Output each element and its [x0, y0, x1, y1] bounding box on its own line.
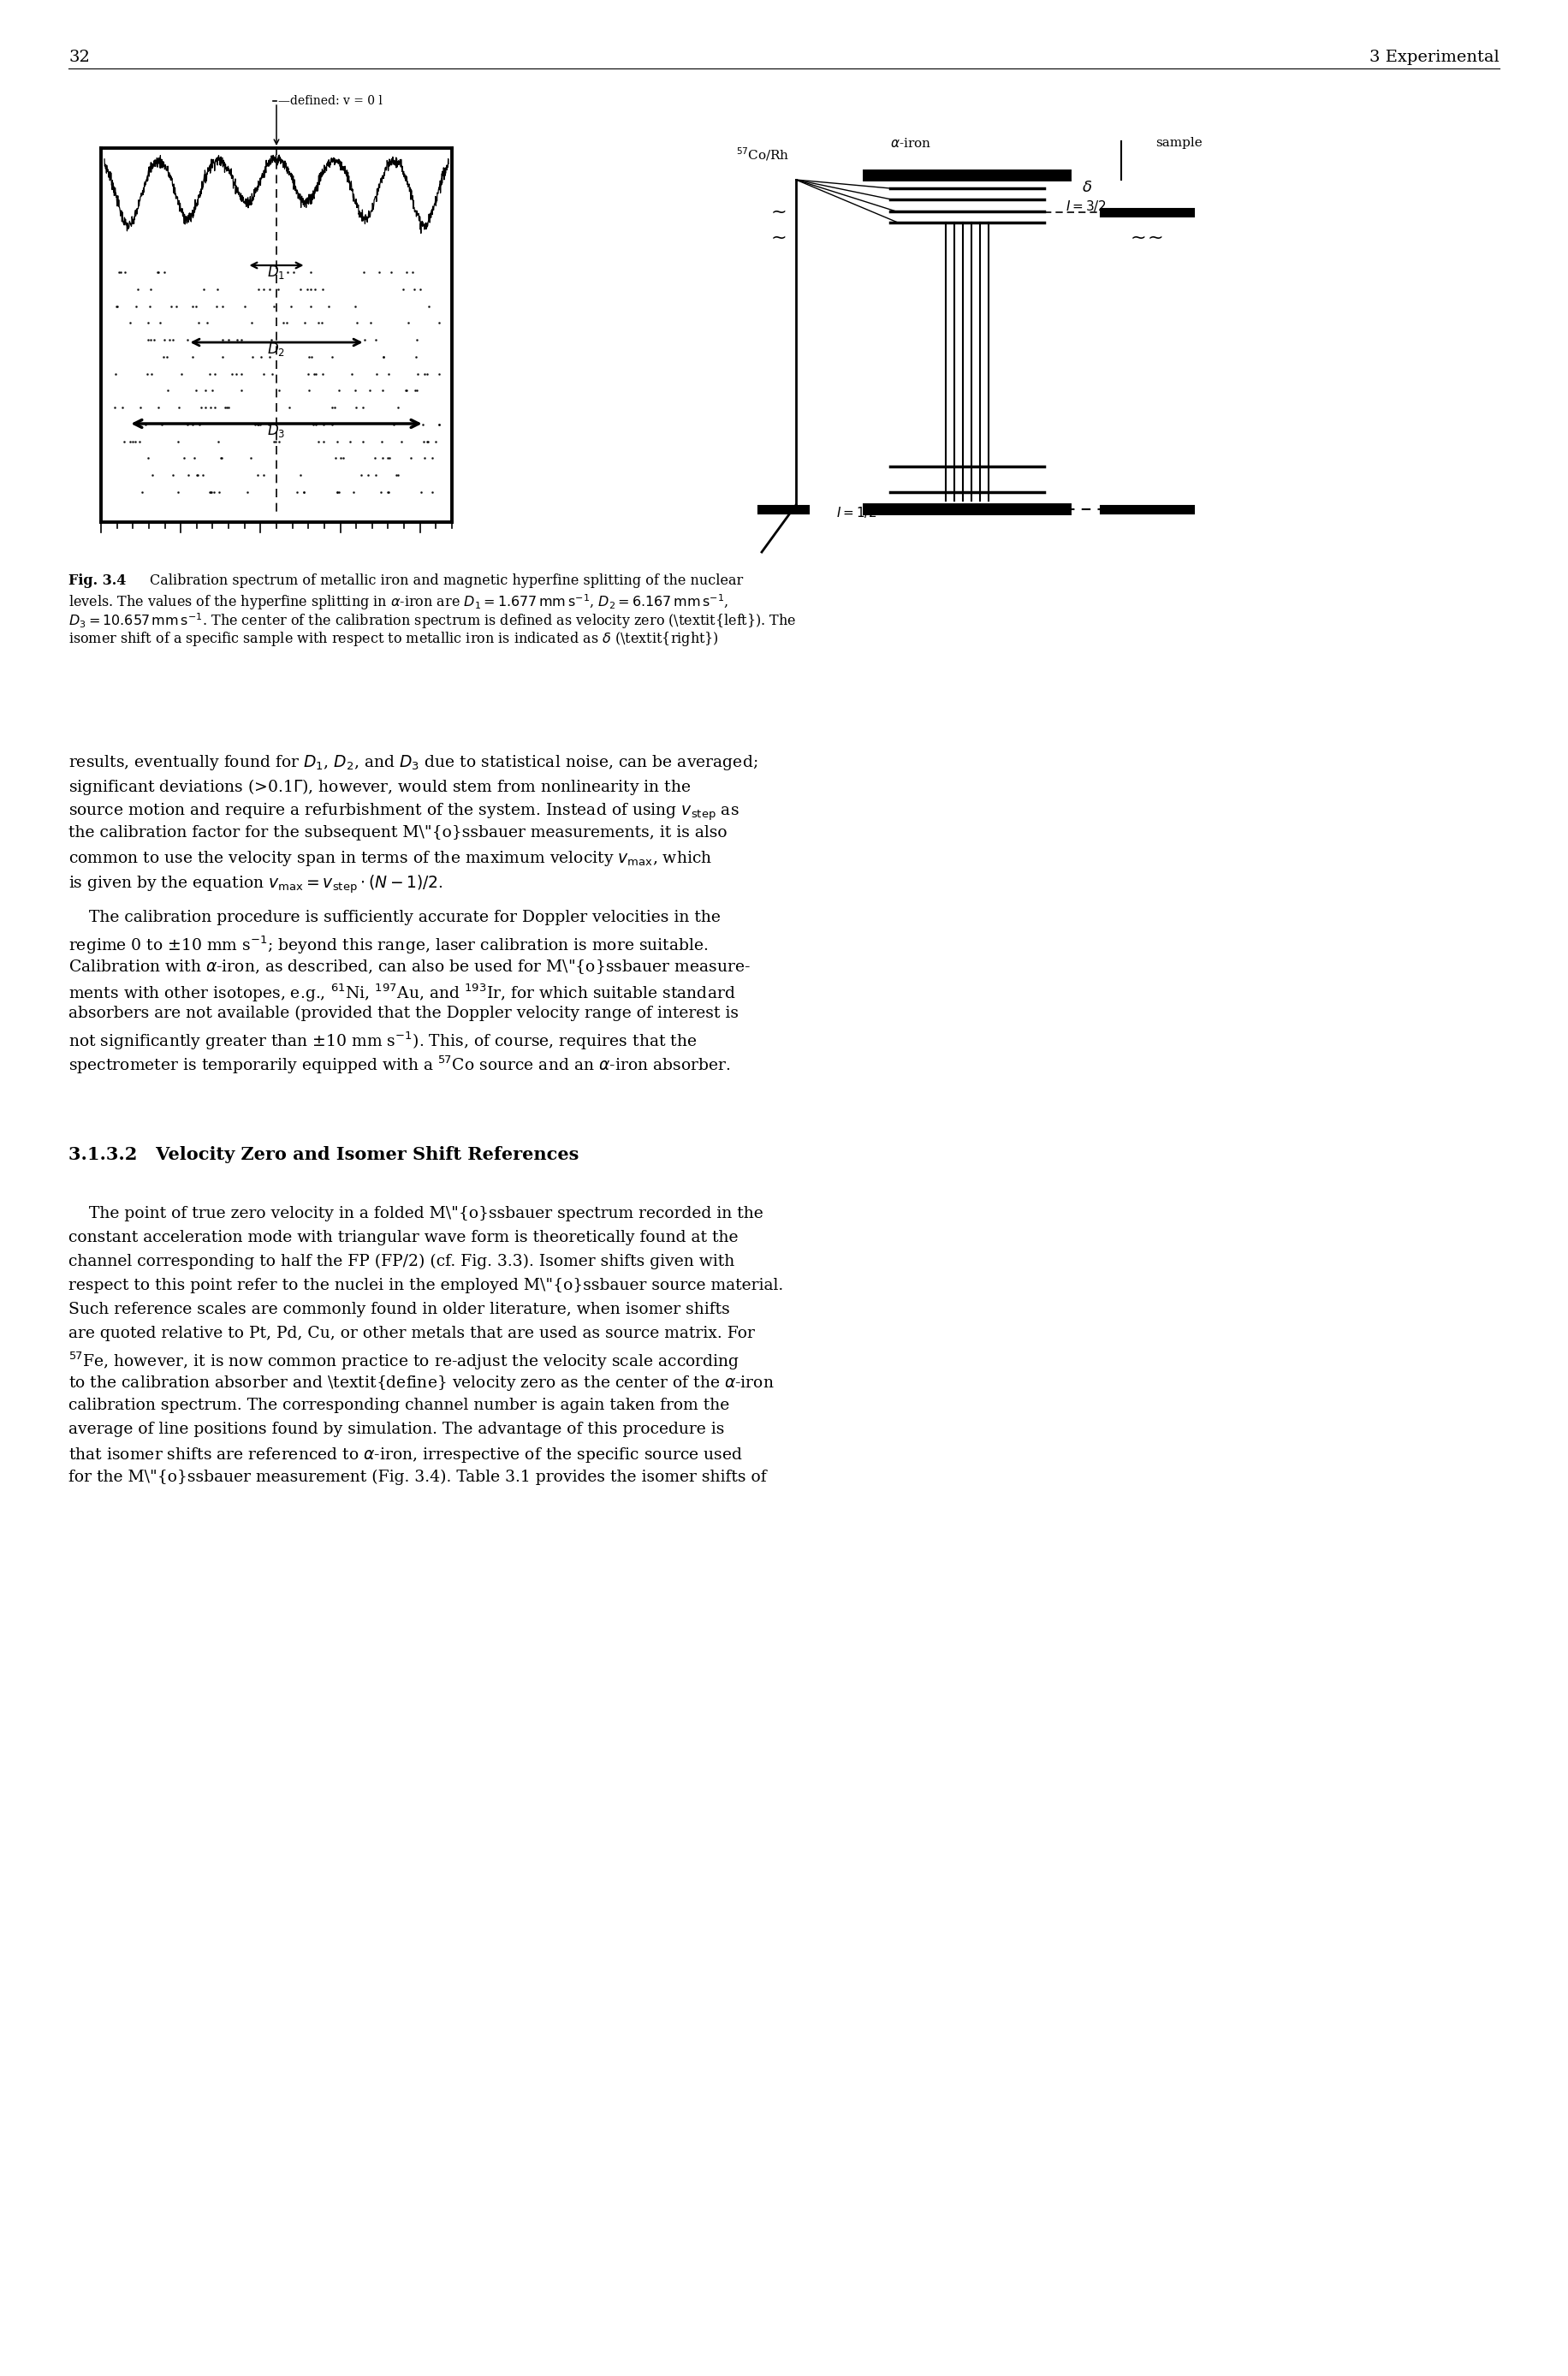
- Text: isomer shift of a specific sample with respect to metallic iron is indicated as : isomer shift of a specific sample with r…: [69, 630, 718, 649]
- Text: $^{57}$Co/Rh: $^{57}$Co/Rh: [735, 145, 789, 162]
- Text: ments with other isotopes, e.g., $^{61}$Ni, $^{197}$Au, and $^{193}$Ir, for whic: ments with other isotopes, e.g., $^{61}$…: [69, 981, 735, 1003]
- Text: —defined: v = 0 l: —defined: v = 0 l: [278, 95, 383, 107]
- Text: absorbers are not available (provided that the Doppler velocity range of interes: absorbers are not available (provided th…: [69, 1005, 739, 1022]
- Text: constant acceleration mode with triangular wave form is theoretically found at t: constant acceleration mode with triangul…: [69, 1231, 739, 1245]
- Text: Calibration spectrum of metallic iron and magnetic hyperfine splitting of the nu: Calibration spectrum of metallic iron an…: [151, 573, 743, 587]
- Text: spectrometer is temporarily equipped with a $^{57}$Co source and an $\alpha$-iro: spectrometer is temporarily equipped wit…: [69, 1053, 731, 1076]
- Text: $D_1$: $D_1$: [268, 264, 285, 280]
- Text: not significantly greater than $\pm$10 mm s$^{-1}$). This, of course, requires t: not significantly greater than $\pm$10 m…: [69, 1029, 698, 1053]
- Text: $I = 1/2$: $I = 1/2$: [836, 506, 877, 520]
- Text: ~: ~: [1131, 228, 1146, 247]
- Text: to the calibration absorber and \textit{define} velocity zero as the center of t: to the calibration absorber and \textit{…: [69, 1373, 775, 1392]
- Text: $\alpha$-iron: $\alpha$-iron: [891, 138, 931, 150]
- Text: that isomer shifts are referenced to $\alpha$-iron, irrespective of the specific: that isomer shifts are referenced to $\a…: [69, 1445, 743, 1464]
- Text: are quoted relative to Pt, Pd, Cu, or other metals that are used as source matri: are quoted relative to Pt, Pd, Cu, or ot…: [69, 1326, 754, 1340]
- Text: ~: ~: [771, 204, 787, 221]
- Text: $D_3 = 10.657\,\mathrm{mm\,s}^{-1}$. The center of the calibration spectrum is d: $D_3 = 10.657\,\mathrm{mm\,s}^{-1}$. The…: [69, 611, 797, 630]
- Text: the calibration factor for the subsequent M\"{o}ssbauer measurements, it is also: the calibration factor for the subsequen…: [69, 824, 728, 841]
- Text: Fig. 3.4: Fig. 3.4: [69, 573, 125, 587]
- Text: $I = 3/2$: $I = 3/2$: [1066, 197, 1107, 214]
- Text: ~: ~: [1148, 204, 1163, 221]
- Text: calibration spectrum. The corresponding channel number is again taken from the: calibration spectrum. The corresponding …: [69, 1397, 729, 1414]
- Text: ~: ~: [1148, 228, 1163, 247]
- Text: The calibration procedure is sufficiently accurate for Doppler velocities in the: The calibration procedure is sufficientl…: [69, 910, 721, 924]
- Text: Calibration with $\alpha$-iron, as described, can also be used for M\"{o}ssbauer: Calibration with $\alpha$-iron, as descr…: [69, 958, 751, 977]
- Text: $D_2$: $D_2$: [268, 340, 285, 359]
- Text: Such reference scales are commonly found in older literature, when isomer shifts: Such reference scales are commonly found…: [69, 1302, 729, 1316]
- Text: results, eventually found for $D_1$, $D_2$, and $D_3$ due to statistical noise, : results, eventually found for $D_1$, $D_…: [69, 753, 757, 772]
- Text: ~: ~: [771, 228, 787, 247]
- Text: sample: sample: [1156, 138, 1203, 150]
- Text: $D_3$: $D_3$: [268, 423, 285, 440]
- Text: ~: ~: [1131, 204, 1146, 221]
- Text: The point of true zero velocity in a folded M\"{o}ssbauer spectrum recorded in t: The point of true zero velocity in a fol…: [69, 1207, 764, 1221]
- Text: 3 Experimental: 3 Experimental: [1369, 50, 1499, 64]
- Text: for the M\"{o}ssbauer measurement (Fig. 3.4). Table 3.1 provides the isomer shif: for the M\"{o}ssbauer measurement (Fig. …: [69, 1471, 767, 1485]
- Text: levels. The values of the hyperfine splitting in $\alpha$-iron are $D_1 = 1.677\: levels. The values of the hyperfine spli…: [69, 592, 729, 611]
- Text: source motion and require a refurbishment of the system. Instead of using $v_{\r: source motion and require a refurbishmen…: [69, 801, 739, 822]
- Text: 3.1.3.2   Velocity Zero and Isomer Shift References: 3.1.3.2 Velocity Zero and Isomer Shift R…: [69, 1145, 579, 1164]
- Text: average of line positions found by simulation. The advantage of this procedure i: average of line positions found by simul…: [69, 1421, 724, 1437]
- Text: regime 0 to $\pm$10 mm s$^{-1}$; beyond this range, laser calibration is more su: regime 0 to $\pm$10 mm s$^{-1}$; beyond …: [69, 934, 709, 955]
- Text: respect to this point refer to the nuclei in the employed M\"{o}ssbauer source m: respect to this point refer to the nucle…: [69, 1278, 784, 1293]
- Text: common to use the velocity span in terms of the maximum velocity $v_{\rm max}$, : common to use the velocity span in terms…: [69, 848, 712, 867]
- Text: $^{57}$Fe, however, it is now common practice to re-adjust the velocity scale ac: $^{57}$Fe, however, it is now common pra…: [69, 1350, 740, 1371]
- Text: 32: 32: [69, 50, 89, 64]
- Text: is given by the equation $v_{\rm max} = v_{\rm step} \cdot (N - 1)/2$.: is given by the equation $v_{\rm max} = …: [69, 872, 444, 896]
- Text: significant deviations (>0.1$\Gamma$), however, would stem from nonlinearity in : significant deviations (>0.1$\Gamma$), h…: [69, 777, 691, 796]
- Text: $\delta$: $\delta$: [1082, 181, 1093, 195]
- Text: channel corresponding to half the FP (FP/2) (cf. Fig. 3.3). Isomer shifts given : channel corresponding to half the FP (FP…: [69, 1255, 734, 1269]
